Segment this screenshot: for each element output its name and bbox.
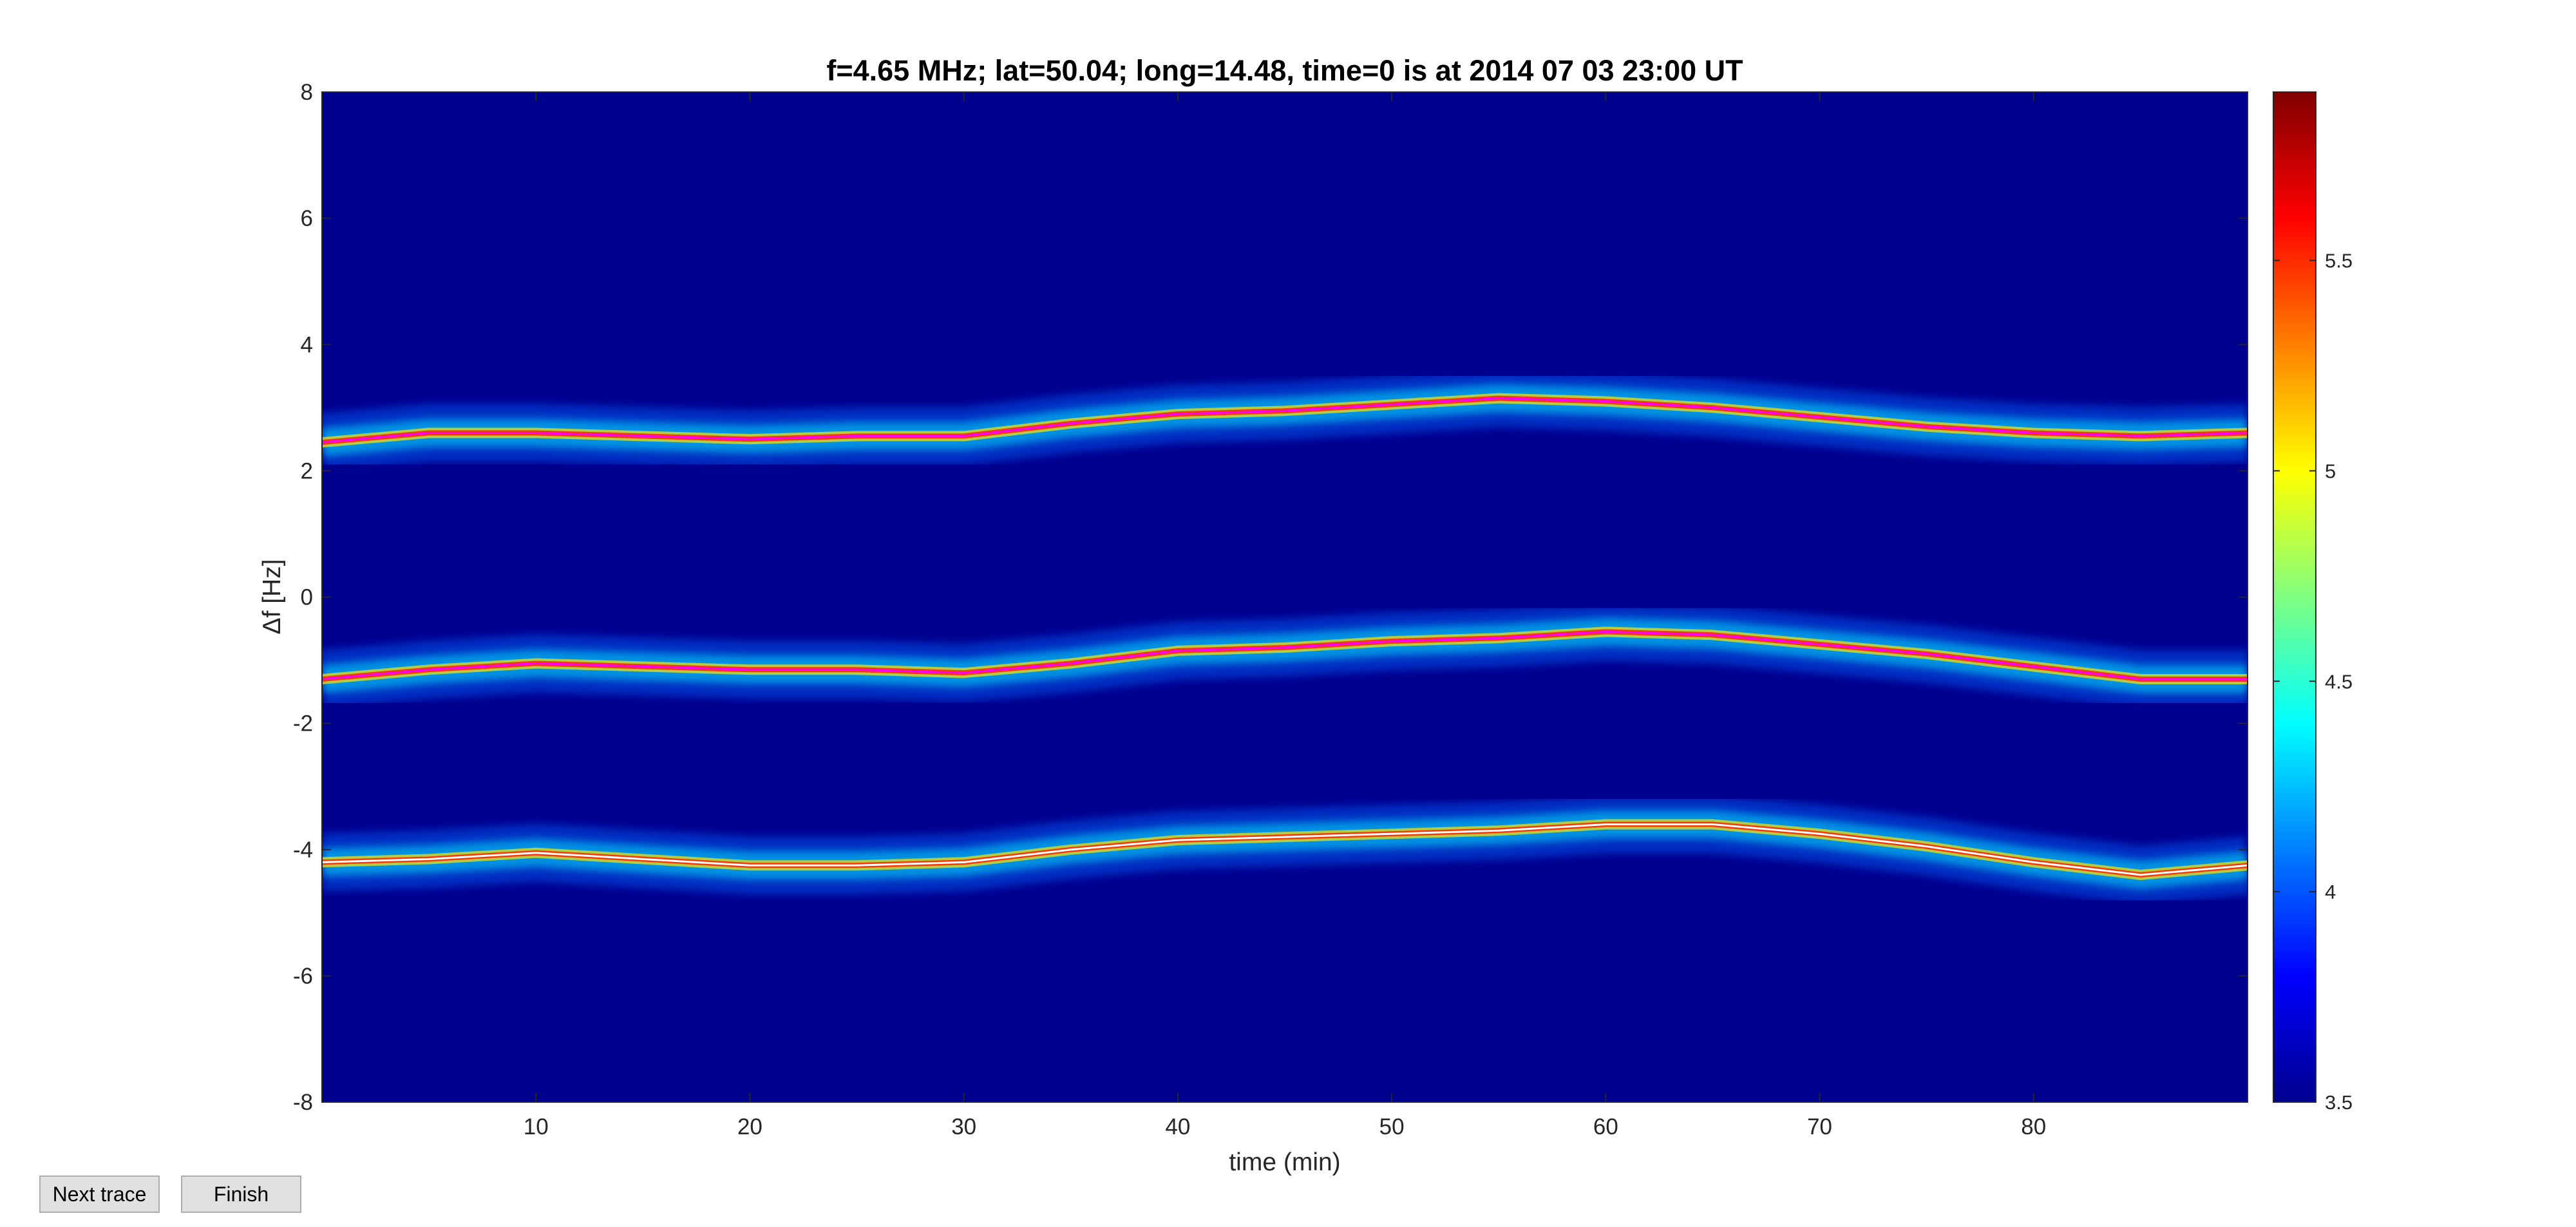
colorbar-gradient <box>2273 91 2316 1103</box>
colorbar-tick-label: 5.5 <box>2325 250 2353 272</box>
x-tick-label: 50 <box>1379 1114 1405 1139</box>
y-axis: -8 -6 -4 -2 0 2 4 6 8 <box>293 80 2248 1115</box>
next-trace-button[interactable]: Next trace <box>39 1175 160 1213</box>
x-tick-label: 80 <box>2021 1114 2046 1139</box>
plot-area <box>321 91 2248 1103</box>
colorbar-tick-label: 3.5 <box>2325 1091 2353 1114</box>
chart-title: f=4.65 MHz; lat=50.04; long=14.48, time=… <box>826 54 1743 87</box>
y-axis-label: Δf [Hz] <box>258 559 286 634</box>
colorbar-tick-label: 4.5 <box>2325 670 2353 693</box>
trace-1 <box>322 369 2248 472</box>
y-tick-label: -4 <box>293 838 313 863</box>
trace-3 <box>322 795 2248 904</box>
colorbar-tick-label: 5 <box>2325 460 2336 482</box>
y-tick-label: 6 <box>301 206 313 231</box>
x-tick-label: 10 <box>524 1114 549 1139</box>
trace-line <box>322 397 2248 444</box>
plot-background <box>322 92 2248 1102</box>
x-axis: 10 20 30 40 50 60 70 80 <box>524 92 2046 1139</box>
x-tick-label: 40 <box>1165 1114 1190 1139</box>
x-tick-label: 30 <box>951 1114 976 1139</box>
trace-line <box>322 823 2248 876</box>
colorbar: 3.5 4 4.5 5 5.5 <box>2273 91 2353 1114</box>
y-tick-label: 2 <box>301 458 313 483</box>
x-axis-label: time (min) <box>1229 1148 1340 1176</box>
x-tick-label: 70 <box>1807 1114 1832 1139</box>
y-tick-label: 4 <box>301 332 313 357</box>
trace-2 <box>322 603 2248 708</box>
colorbar-tick-label: 4 <box>2325 881 2336 903</box>
finish-button[interactable]: Finish <box>181 1175 301 1213</box>
y-tick-label: -6 <box>293 964 313 989</box>
y-tick-label: -2 <box>293 711 313 736</box>
y-tick-label: 0 <box>301 585 313 610</box>
y-tick-label: 8 <box>301 80 313 105</box>
x-tick-label: 20 <box>737 1114 762 1139</box>
y-tick-label: -8 <box>293 1090 313 1115</box>
trace-line <box>322 630 2248 680</box>
x-tick-label: 60 <box>1593 1114 1618 1139</box>
